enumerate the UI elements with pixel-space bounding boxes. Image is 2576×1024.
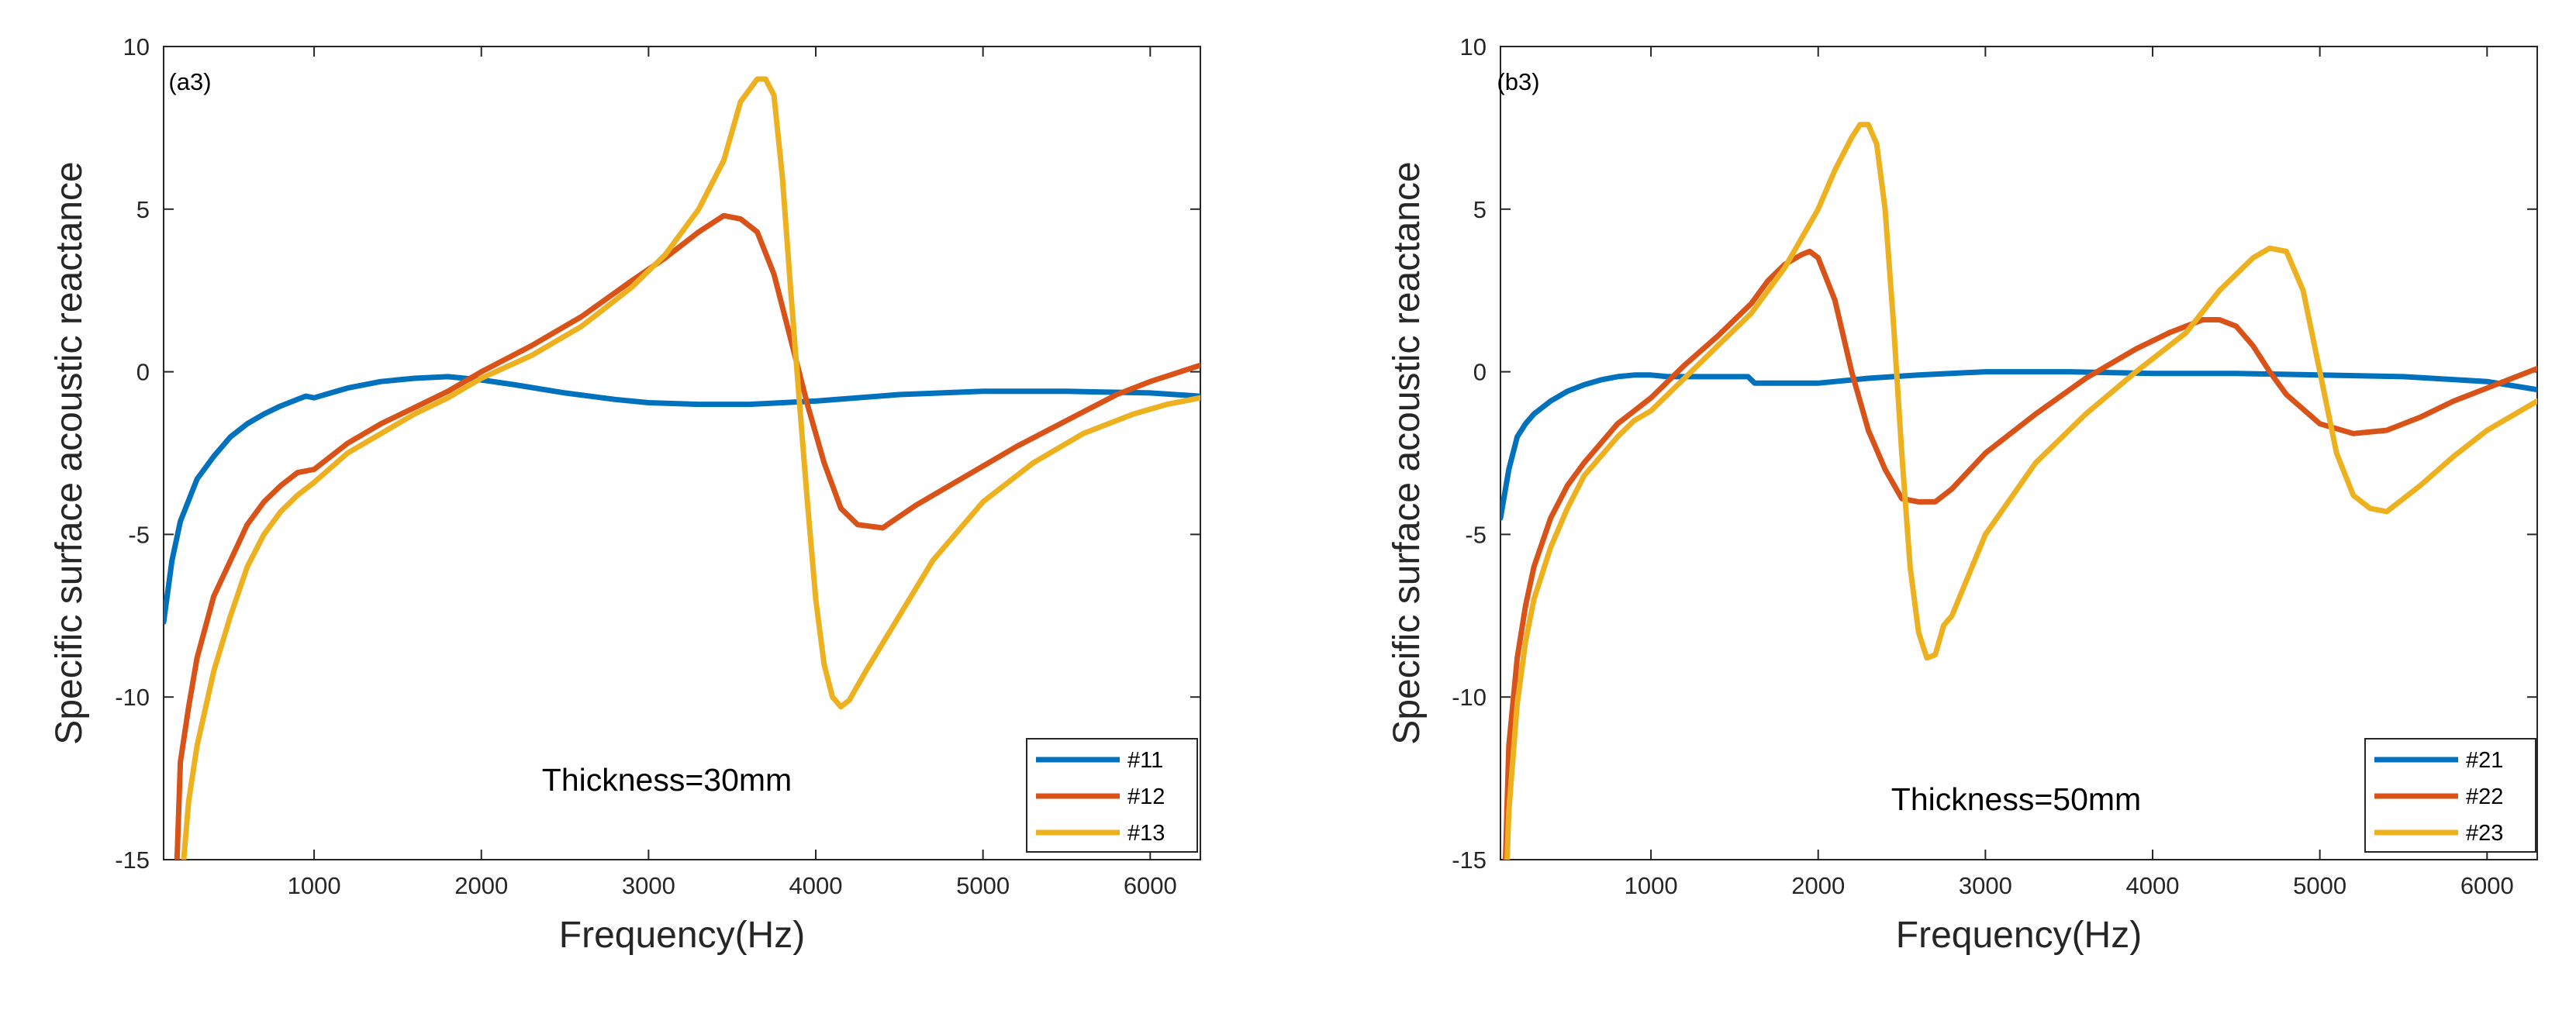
thickness-annotation: Thickness=50mm (1891, 781, 2141, 817)
y-axis-label: Specific surface acoustic reactance (49, 161, 90, 744)
x-tick-label: 5000 (956, 872, 1010, 899)
panel-label: (b3) (1497, 68, 1539, 95)
y-tick-label: 10 (1460, 33, 1487, 60)
series-group (164, 76, 1200, 860)
x-tick-label: 6000 (1124, 872, 1177, 899)
y-tick-label: 0 (136, 359, 150, 386)
y-tick-label: 5 (1473, 196, 1487, 223)
legend-label: #21 (2466, 748, 2503, 773)
chart-panel-b3: 1000 2000 3000 4000 5000 6000 -15 -10 -5 0 5 10 Freq… (1386, 33, 2538, 956)
x-tick-label: 3000 (1959, 872, 2012, 899)
legend-label: #12 (1127, 784, 1165, 809)
x-axis-label: Frequency(Hz) (559, 915, 805, 956)
x-tick-label: 4000 (789, 872, 843, 899)
x-tick-label: 3000 (622, 872, 675, 899)
legend-label: #23 (2466, 821, 2503, 846)
x-tick-label: 1000 (1625, 872, 1678, 899)
y-tick-label: 5 (136, 196, 150, 223)
y-tick-label: 0 (1473, 359, 1487, 386)
legend: #11 #12 #13 (1026, 738, 1198, 853)
series-line-22 (1503, 248, 2537, 860)
y-tick-label: -15 (1452, 846, 1487, 874)
series-line-23 (1504, 122, 2537, 860)
legend-label: #11 (1127, 748, 1163, 773)
x-tick-label: 4000 (2126, 872, 2180, 899)
plot-area (1500, 46, 2538, 860)
y-tick-label: -15 (115, 846, 150, 874)
x-tick-label: 2000 (1791, 872, 1845, 899)
thickness-annotation: Thickness=30mm (542, 762, 792, 798)
chart-panel-a3: 1000 2000 3000 4000 5000 6000 -15 -10 -5 0 5 10 Freq… (49, 33, 1201, 956)
y-axis-label: Specific surface acoustic reactance (1386, 161, 1428, 744)
series-group (1500, 122, 2537, 860)
y-tick-label: -10 (1452, 684, 1487, 711)
x-axis-label: Frequency(Hz) (1896, 915, 2142, 956)
series-line-13 (181, 76, 1200, 860)
legend-label: #22 (2466, 784, 2503, 809)
y-tick-label: -5 (1465, 521, 1487, 548)
series-line-21 (1500, 369, 2537, 521)
legend-label: #13 (1127, 821, 1165, 846)
y-tick-label: -10 (115, 684, 150, 711)
series-line-11 (164, 374, 1200, 626)
x-tick-label: 1000 (288, 872, 341, 899)
x-tick-label: 2000 (454, 872, 508, 899)
panel-label: (a3) (168, 68, 211, 95)
x-tick-label: 5000 (2293, 872, 2346, 899)
y-tick-label: -5 (128, 521, 150, 548)
legend: #21 #22 #23 (2364, 738, 2536, 853)
y-tick-label: 10 (123, 33, 150, 60)
x-tick-label: 6000 (2460, 872, 2514, 899)
